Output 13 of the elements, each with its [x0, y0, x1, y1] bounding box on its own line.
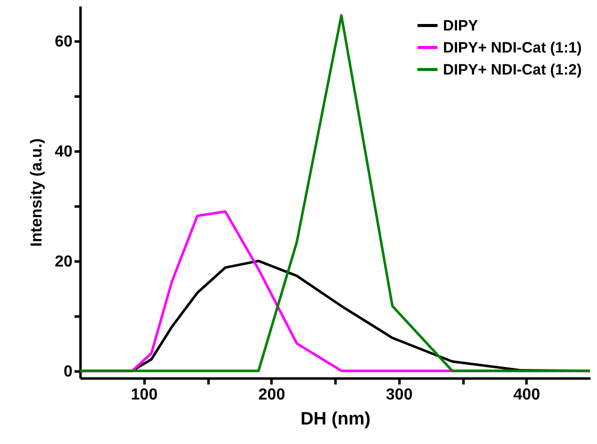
x-tick-label: 300 [386, 386, 413, 404]
legend-label: DIPY [443, 18, 478, 34]
x-tick-label: 200 [258, 386, 286, 404]
x-tick-label: 100 [130, 386, 158, 404]
x-tick-label: 400 [513, 386, 540, 404]
legend-label: DIPY+ NDI-Cat (1:1) [443, 40, 582, 56]
y-tick-label: 0 [64, 363, 73, 380]
y-tick-label: 60 [54, 34, 73, 51]
y-axis-title: Intensity (a.u.) [28, 138, 46, 247]
x-axis-title: DH (nm) [300, 408, 370, 428]
y-tick-label: 40 [54, 144, 73, 161]
y-tick-label: 20 [54, 253, 73, 270]
legend-label: DIPY+ NDI-Cat (1:2) [443, 62, 582, 78]
